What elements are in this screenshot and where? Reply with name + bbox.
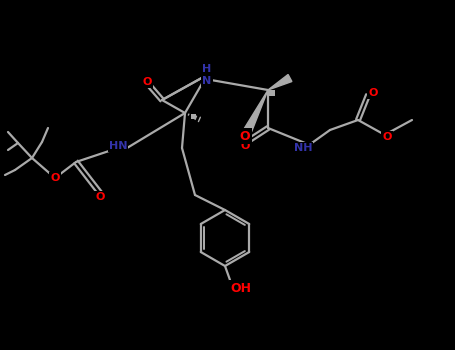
Bar xyxy=(191,113,196,119)
Polygon shape xyxy=(268,75,292,90)
Text: H
N: H N xyxy=(202,64,212,86)
Text: O: O xyxy=(51,173,60,183)
Text: O: O xyxy=(142,77,152,87)
Bar xyxy=(269,90,275,96)
Text: OH: OH xyxy=(231,281,252,294)
Text: HN: HN xyxy=(109,141,127,151)
Text: O: O xyxy=(95,192,105,202)
Polygon shape xyxy=(244,90,268,132)
Text: O: O xyxy=(368,88,378,98)
Text: O: O xyxy=(240,141,250,151)
Text: O: O xyxy=(240,130,250,142)
Text: NH: NH xyxy=(294,143,312,153)
Text: O: O xyxy=(382,132,392,142)
